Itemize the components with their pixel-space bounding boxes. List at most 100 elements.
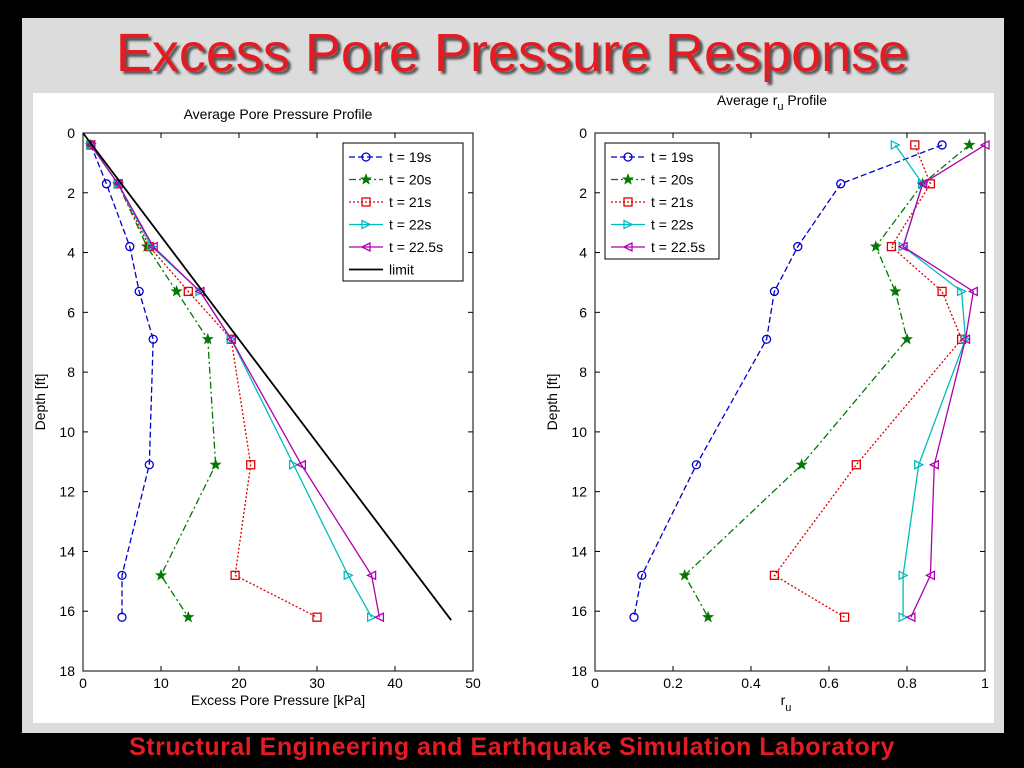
data-point (769, 570, 780, 581)
legend-label: t = 22.5s (651, 239, 705, 255)
data-point (917, 178, 928, 189)
legend-marker (360, 241, 371, 253)
data-point (979, 139, 990, 151)
series-line-6 (82, 132, 452, 621)
y-axis-label: Depth [ft] (33, 374, 48, 431)
y-tick-label: 16 (59, 603, 75, 619)
slide-title: Excess Pore Pressure Response (115, 23, 909, 83)
data-point (928, 459, 939, 470)
y-tick-label: 14 (59, 543, 75, 559)
y-tick-label: 10 (59, 424, 75, 440)
data-point (182, 610, 195, 623)
legend-marker (622, 241, 633, 253)
legend: t = 19s t = 20s t = 21s t = 22s t = 22.5s (604, 142, 720, 260)
series-group (82, 132, 452, 623)
data-point (691, 460, 702, 470)
data-point (761, 334, 772, 344)
data-point (194, 286, 205, 297)
x-tick-label: 50 (465, 675, 481, 691)
figure-panel: Average Pore Pressure Profile 0 10 20 30 40 50… (33, 93, 994, 723)
data-point (886, 241, 897, 252)
legend-marker (361, 219, 372, 230)
data-point (230, 570, 240, 581)
data-point (225, 334, 236, 345)
series-line-1 (633, 144, 943, 618)
legend-label: limit (389, 262, 414, 278)
data-point (637, 570, 647, 581)
data-point (924, 570, 936, 581)
data-point (851, 460, 861, 470)
series-line-2 (90, 144, 217, 618)
legend-marker (623, 219, 634, 230)
data-point (295, 459, 307, 470)
data-point (246, 460, 256, 470)
series-line-4 (90, 144, 373, 618)
legend-marker (621, 173, 635, 185)
series-line-1 (90, 144, 154, 618)
data-point (937, 286, 947, 297)
data-point (769, 286, 780, 297)
y-tick-label: 0 (67, 125, 75, 141)
legend-label: t = 22s (389, 217, 431, 233)
data-point (900, 332, 914, 345)
x-axis-label-main: r (781, 692, 786, 708)
data-point (134, 286, 144, 297)
series-line-5 (90, 144, 381, 618)
y-tick-label: 2 (67, 185, 75, 201)
chart-title-sub: u (777, 101, 783, 113)
chart-title: Average Pore Pressure Profile (184, 106, 373, 122)
data-point (117, 570, 127, 581)
legend-label: t = 22.5s (389, 239, 443, 255)
legend-marker (361, 152, 371, 162)
data-point (702, 610, 715, 623)
data-point (312, 612, 322, 622)
legend-marker (359, 173, 373, 185)
data-point (629, 612, 639, 622)
y-tick-label: 2 (579, 185, 587, 201)
legend-label: t = 21s (389, 194, 431, 210)
data-point (910, 140, 920, 150)
x-tick-label: 0 (591, 675, 599, 691)
legend-label: t = 20s (651, 172, 693, 188)
data-point (937, 140, 947, 150)
series-line-3 (90, 144, 318, 618)
legend-marker (623, 152, 633, 162)
data-point (960, 334, 971, 345)
x-axis-label: ru (781, 692, 792, 714)
data-point (678, 568, 691, 581)
data-point (117, 612, 127, 622)
legend-marker (623, 197, 633, 207)
legend-label: t = 22s (651, 217, 693, 233)
data-point (373, 612, 385, 623)
y-tick-label: 18 (571, 663, 587, 679)
data-point (209, 458, 222, 470)
y-tick-label: 12 (571, 484, 587, 500)
y-tick-label: 18 (59, 663, 75, 679)
series-line-3 (773, 144, 963, 618)
data-point (147, 241, 158, 252)
x-tick-label: 30 (309, 675, 325, 691)
x-tick-label: 40 (387, 675, 403, 691)
data-point (795, 458, 808, 470)
plot-frame (82, 132, 474, 672)
data-point (366, 612, 378, 623)
y-tick-label: 4 (579, 245, 587, 261)
data-point (956, 286, 968, 297)
legend: t = 19s t = 20s t = 21s t = 22s t = 22.5s lim… (342, 142, 464, 282)
x-axis-label-sub: u (785, 702, 791, 714)
data-point (183, 286, 193, 297)
data-point (967, 286, 978, 297)
data-point (148, 334, 158, 344)
legend-box (342, 142, 464, 282)
y-tick-label: 16 (571, 603, 587, 619)
data-point (154, 568, 168, 581)
data-point (201, 332, 214, 345)
x-tick-label: 0.4 (741, 675, 761, 691)
y-tick-label: 4 (67, 245, 75, 261)
y-tick-label: 10 (571, 424, 587, 440)
legend-marker (361, 197, 371, 207)
y-tick-label: 8 (579, 364, 587, 380)
